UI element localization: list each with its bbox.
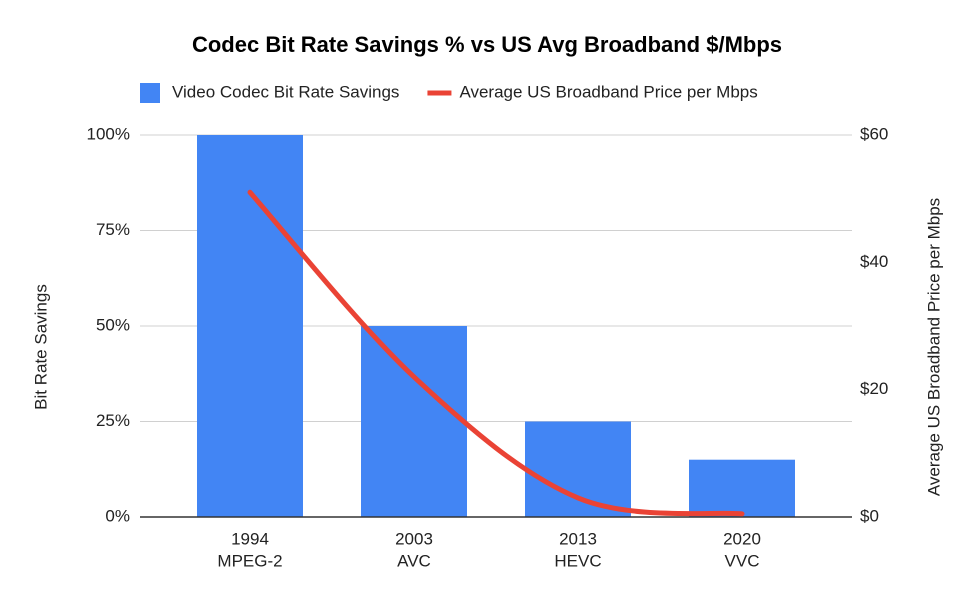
y2-axis-title: Average US Broadband Price per Mbps [924,198,943,496]
x-tick-label: 2013 [559,529,597,548]
y2-tick-label: $40 [860,252,888,271]
x-tick-label: HEVC [554,551,601,570]
x-tick-label: 1994 [231,529,269,548]
y-tick-label: 25% [96,411,130,430]
y-tick-label: 75% [96,220,130,239]
bar [197,135,303,517]
x-tick-label: 2020 [723,529,761,548]
legend-swatch [140,83,160,103]
y-axis-title: Bit Rate Savings [31,284,50,410]
bar [361,326,467,517]
line [247,189,745,517]
y-tick-label: 100% [87,124,130,143]
x-tick-label: 2003 [395,529,433,548]
x-tick-label: MPEG-2 [217,551,282,570]
x-tick-label: AVC [397,551,431,570]
y-tick-label: 50% [96,315,130,334]
y2-tick-label: $60 [860,124,888,143]
bar [525,421,631,517]
x-tick-label: VVC [725,551,760,570]
legend-label: Average US Broadband Price per Mbps [459,82,757,101]
legend-label: Video Codec Bit Rate Savings [172,82,399,101]
y2-tick-label: $0 [860,506,879,525]
y2-tick-label: $20 [860,379,888,398]
bar [689,459,795,517]
y-tick-label: 0% [105,506,130,525]
chart-title: Codec Bit Rate Savings % vs US Avg Broad… [192,32,782,57]
